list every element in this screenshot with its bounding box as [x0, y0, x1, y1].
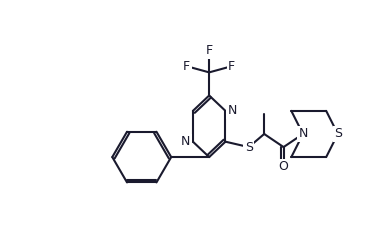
Text: O: O — [278, 160, 289, 173]
Text: F: F — [228, 60, 235, 73]
Text: N: N — [298, 128, 308, 140]
Text: N: N — [181, 135, 191, 148]
Text: F: F — [206, 44, 213, 57]
Text: F: F — [183, 60, 190, 73]
Text: N: N — [228, 104, 237, 117]
Text: S: S — [245, 141, 253, 154]
Text: S: S — [334, 128, 342, 140]
